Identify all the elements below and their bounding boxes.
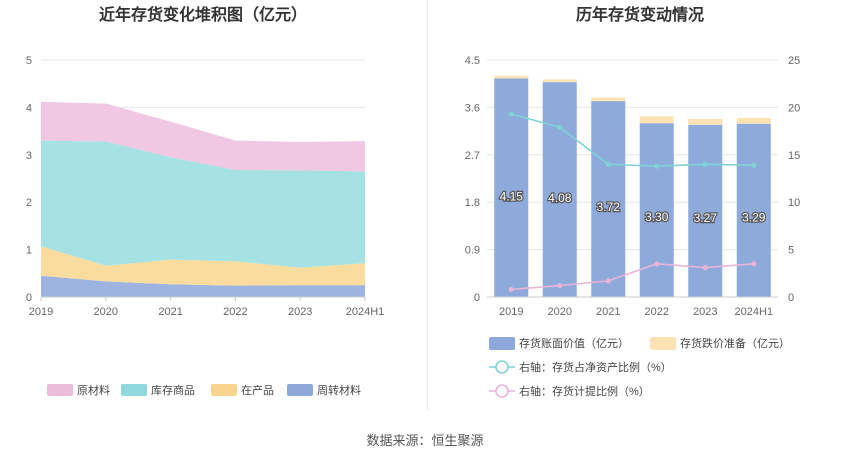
- area-series-库存商品: [41, 140, 365, 268]
- right-chart-title: 历年存货变动情况: [576, 5, 704, 24]
- bar-data-label: 4.15: [500, 189, 524, 203]
- left-y-tick-label: 4: [26, 102, 32, 114]
- line-point-0: [702, 161, 708, 167]
- right-y-right-tick-label: 25: [788, 55, 800, 67]
- legend-label-周转材料: 周转材料: [317, 383, 361, 397]
- bar-data-label: 4.08: [548, 191, 572, 205]
- right-y-left-tick-label: 2.7: [465, 150, 480, 162]
- left-y-tick-label: 0: [26, 292, 32, 304]
- left-y-tick-label: 5: [26, 55, 32, 67]
- right-legend: 存货账面价值（亿元） 存货跌价准备（亿元） 右轴：存货占净资产比例（%） 右轴：存货计…: [489, 336, 790, 398]
- line-series-0: [511, 113, 754, 168]
- bar-impairment: [736, 117, 771, 124]
- line-point-0: [557, 124, 563, 130]
- line-point-1: [508, 286, 514, 293]
- right-x-tick-label: 2021: [596, 306, 620, 318]
- left-y-tick-label: 3: [26, 150, 32, 162]
- bar-data-label: 3.30: [645, 210, 669, 224]
- line-point-0: [751, 162, 757, 168]
- left-y-tick-label: 1: [26, 245, 32, 257]
- right-bars: 4.15 4.08 3.72 3.30 3.27 3.29: [494, 75, 771, 298]
- area-series-在产品: [41, 246, 365, 286]
- right-x-tick-label: 2024H1: [734, 306, 773, 318]
- legend-swatch-在产品: [211, 384, 237, 396]
- left-chart-title: 近年存货变化堆积图（亿元）: [99, 5, 307, 24]
- bar-book-value: [591, 101, 626, 297]
- left-x-tick-label: 2020: [94, 306, 118, 318]
- left-legend: 原材料 库存商品 在产品 周转材料: [47, 383, 361, 397]
- right-x-tick-label: 2022: [645, 306, 669, 318]
- left-x-tick-label: 2024H1: [346, 306, 385, 318]
- bar-book-value: [494, 78, 529, 297]
- bar-line-chart: 历年存货变动情况 4.15 4.08 3.72 3.30 3.27 3.29 0 0.9 1.…: [465, 5, 801, 398]
- right-axes: 0 0.9 1.8 2.7 3.6 4.5 0 5 10 15 20 25 2019 2020 2021 20…: [465, 55, 801, 318]
- left-x-tick-label: 2022: [223, 306, 247, 318]
- stacked-area-chart: 近年存货变化堆积图（亿元） 0 1 2 3 4 5 2019 2020 2021 2022 2023…: [26, 5, 384, 397]
- area-series-周转材料: [41, 275, 365, 297]
- right-lines: [508, 111, 757, 293]
- bar-data-label: 3.29: [742, 210, 766, 224]
- bar-impairment: [639, 116, 674, 124]
- right-y-left-tick-label: 4.5: [465, 55, 480, 67]
- right-x-tick-label: 2023: [693, 306, 717, 318]
- line-point-1: [654, 261, 660, 267]
- legend-label-impairment: 存货跌价准备（亿元）: [680, 336, 790, 350]
- left-axes: 0 1 2 3 4 5 2019 2020 2021 2022 2023 2024H1: [26, 55, 384, 318]
- legend-label-line-1: 右轴：存货计提比例（%）: [519, 384, 650, 398]
- bar-data-label: 3.27: [694, 211, 718, 225]
- right-x-tick-label: 2020: [548, 306, 572, 318]
- legend-label-库存商品: 库存商品: [151, 383, 195, 397]
- right-grid: [487, 59, 778, 251]
- line-point-0: [605, 161, 611, 167]
- bar-impairment: [591, 97, 626, 102]
- line-point-1: [702, 265, 708, 271]
- legend-marker-1: [495, 384, 509, 398]
- legend-swatch-impairment: [650, 337, 676, 350]
- left-x-tick-label: 2021: [158, 306, 182, 318]
- bar-book-value: [736, 123, 771, 297]
- right-y-right-tick-label: 5: [788, 245, 794, 257]
- chart-divider: [427, 0, 428, 410]
- line-point-0: [508, 111, 514, 117]
- left-areas: [41, 101, 365, 297]
- right-y-right-tick-label: 20: [788, 102, 800, 114]
- bar-book-value: [542, 82, 577, 298]
- legend-swatch-原材料: [47, 384, 73, 396]
- area-series-原材料: [41, 101, 365, 172]
- data-source-label: 数据来源：恒生聚源: [366, 433, 484, 448]
- bar-impairment: [542, 79, 577, 83]
- legend-swatch-库存商品: [121, 384, 147, 396]
- line-point-0: [654, 163, 660, 169]
- right-y-left-tick-label: 1.8: [465, 197, 480, 209]
- right-y-right-tick-label: 15: [788, 150, 800, 162]
- bar-impairment: [494, 75, 529, 79]
- left-x-tick-label: 2023: [288, 306, 312, 318]
- line-point-1: [557, 283, 563, 289]
- legend-swatch-周转材料: [287, 384, 313, 396]
- right-y-left-tick-label: 0: [474, 292, 480, 304]
- legend-label-line-0: 右轴：存货占净资产比例（%）: [519, 360, 672, 374]
- legend-marker-0: [495, 360, 509, 374]
- bar-data-label: 3.72: [597, 200, 621, 214]
- right-y-left-tick-label: 0.9: [465, 245, 480, 257]
- left-y-tick-label: 2: [26, 197, 32, 209]
- legend-label-在产品: 在产品: [241, 383, 274, 397]
- legend-label-原材料: 原材料: [77, 383, 110, 397]
- legend-label-book-value: 存货账面价值（亿元）: [519, 336, 629, 350]
- right-y-right-tick-label: 0: [788, 292, 794, 304]
- legend-swatch-book-value: [489, 337, 515, 350]
- right-y-left-tick-label: 3.6: [465, 102, 480, 114]
- line-point-1: [751, 261, 757, 267]
- line-point-1: [605, 278, 611, 284]
- right-y-right-tick-label: 10: [788, 197, 800, 209]
- line-series-1: [511, 262, 754, 291]
- left-x-tick-label: 2019: [29, 306, 53, 318]
- right-x-tick-label: 2019: [499, 306, 523, 318]
- bar-impairment: [688, 118, 723, 125]
